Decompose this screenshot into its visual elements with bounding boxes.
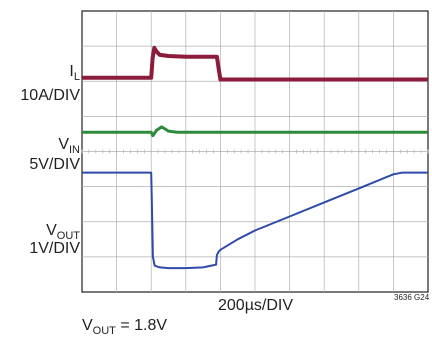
vin-scale-label: 5V/DIV — [29, 156, 80, 173]
vin-trace — [82, 125, 428, 138]
il-trace — [82, 45, 428, 82]
footnote-vout: VOUT = 1.8V — [82, 317, 168, 337]
vout-scale-label: 1V/DIV — [29, 240, 80, 257]
graticule-grid — [81, 11, 429, 292]
il-scale-label: 10A/DIV — [20, 87, 80, 104]
trace-layer — [82, 45, 428, 270]
oscilloscope-plot — [81, 10, 429, 293]
vout-channel-label: VOUT — [46, 222, 80, 242]
vin-channel-label: VIN — [58, 136, 80, 156]
il-channel-label: IL — [69, 63, 80, 83]
time-axis-label: 200µs/DIV — [218, 297, 294, 314]
figure-code: 3636 G24 — [394, 293, 430, 302]
vout-trace — [82, 171, 428, 270]
